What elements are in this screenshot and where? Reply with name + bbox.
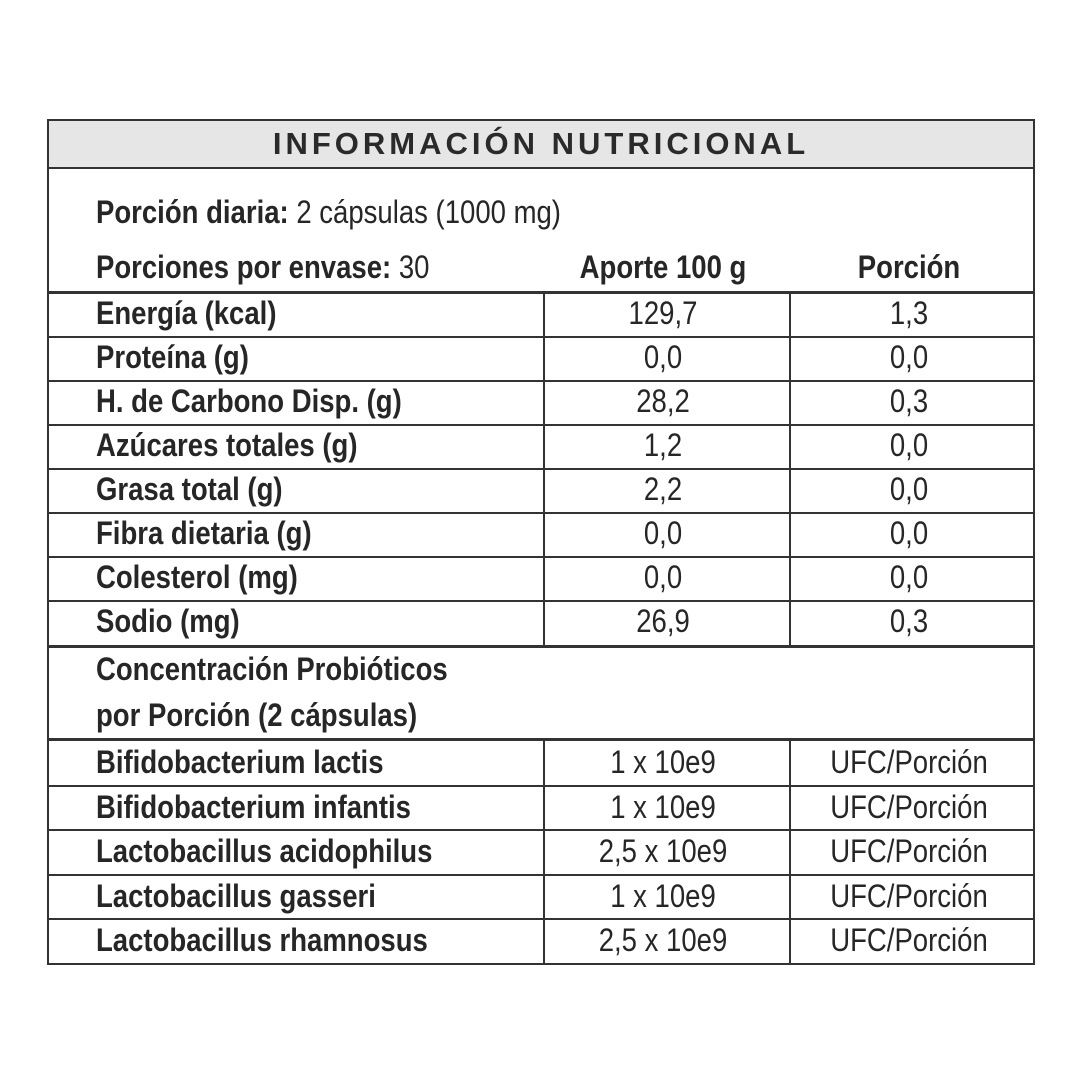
row-divider — [49, 918, 1033, 921]
nutrient-per100: 1,2 — [643, 427, 683, 463]
probiotic-name: Bifidobacterium lactis — [96, 744, 384, 780]
nutrient-portion: 0,3 — [889, 383, 929, 419]
nutrient-portion: 0,3 — [889, 603, 929, 639]
probiotic-amount: 2,5 x 10e9 — [598, 833, 728, 870]
nutrient-name: Azúcares totales (g) — [96, 427, 358, 463]
nutrient-portion: 0,0 — [889, 339, 929, 375]
probiotic-name: Lactobacillus gasseri — [96, 877, 376, 914]
row-divider — [49, 468, 1033, 470]
nutrient-portion: 0,0 — [889, 471, 929, 507]
column-header-portion: Porción — [857, 249, 961, 285]
table-title: INFORMACIÓN NUTRICIONAL — [272, 126, 810, 161]
probiotics-heading-line2: por Porción (2 cápsulas) — [96, 697, 418, 733]
nutrient-portion: 1,3 — [889, 295, 929, 331]
serving-value: 2 cápsulas (1000 mg) — [296, 194, 561, 230]
divider — [49, 738, 1033, 741]
row-divider — [49, 600, 1033, 602]
probiotic-unit: UFC/Porción — [830, 833, 988, 870]
probiotic-amount: 2,5 x 10e9 — [598, 922, 728, 959]
probiotic-unit: UFC/Porción — [830, 922, 988, 959]
nutrient-per100: 0,0 — [643, 559, 683, 595]
row-divider — [49, 336, 1033, 338]
nutrition-facts-table: INFORMACIÓN NUTRICIONAL Porción diaria: … — [47, 119, 1035, 965]
servings-label: Porciones por envase: — [96, 249, 392, 285]
nutrient-name: Energía (kcal) — [96, 295, 277, 331]
column-header-per100: Aporte 100 g — [579, 249, 747, 285]
serving-size: Porción diaria: 2 cápsulas (1000 mg) — [96, 194, 561, 230]
nutrient-portion: 0,0 — [889, 515, 929, 551]
probiotic-amount: 1 x 10e9 — [610, 744, 716, 780]
row-divider — [49, 873, 1033, 876]
nutrient-portion: 0,0 — [889, 427, 929, 463]
nutrient-per100: 28,2 — [636, 383, 690, 419]
probiotics-heading-line1: Concentración Probióticos — [96, 651, 448, 687]
nutrient-name: Fibra dietaria (g) — [96, 515, 312, 551]
nutrient-per100: 0,0 — [643, 515, 683, 551]
nutrient-name: Sodio (mg) — [96, 603, 240, 639]
row-divider — [49, 556, 1033, 558]
nutrient-per100: 129,7 — [628, 295, 698, 331]
row-divider — [49, 784, 1033, 787]
serving-label: Porción diaria: — [96, 194, 289, 230]
nutrient-name: H. de Carbono Disp. (g) — [96, 383, 402, 419]
nutrient-name: Colesterol (mg) — [96, 559, 298, 595]
probiotic-name: Bifidobacterium infantis — [96, 788, 411, 825]
row-divider — [49, 380, 1033, 382]
row-divider — [49, 829, 1033, 832]
nutrient-portion: 0,0 — [889, 559, 929, 595]
nutrient-per100: 0,0 — [643, 339, 683, 375]
probiotic-name: Lactobacillus rhamnosus — [96, 922, 428, 959]
probiotic-amount: 1 x 10e9 — [610, 788, 716, 825]
servings-value: 30 — [398, 249, 430, 285]
nutrient-name: Grasa total (g) — [96, 471, 283, 507]
divider — [49, 291, 1033, 294]
probiotic-name: Lactobacillus acidophilus — [96, 833, 433, 870]
nutrient-per100: 2,2 — [643, 471, 683, 507]
servings-per-container: Porciones por envase: 30 — [96, 249, 429, 285]
column-divider — [543, 740, 545, 963]
probiotic-unit: UFC/Porción — [830, 744, 988, 780]
nutrient-per100: 26,9 — [636, 603, 690, 639]
probiotic-amount: 1 x 10e9 — [610, 877, 716, 914]
table-header: INFORMACIÓN NUTRICIONAL — [49, 121, 1033, 169]
row-divider — [49, 512, 1033, 514]
column-divider — [789, 740, 791, 963]
row-divider — [49, 424, 1033, 426]
probiotic-unit: UFC/Porción — [830, 877, 988, 914]
probiotic-unit: UFC/Porción — [830, 788, 988, 825]
nutrient-name: Proteína (g) — [96, 339, 249, 375]
divider — [49, 645, 1033, 648]
